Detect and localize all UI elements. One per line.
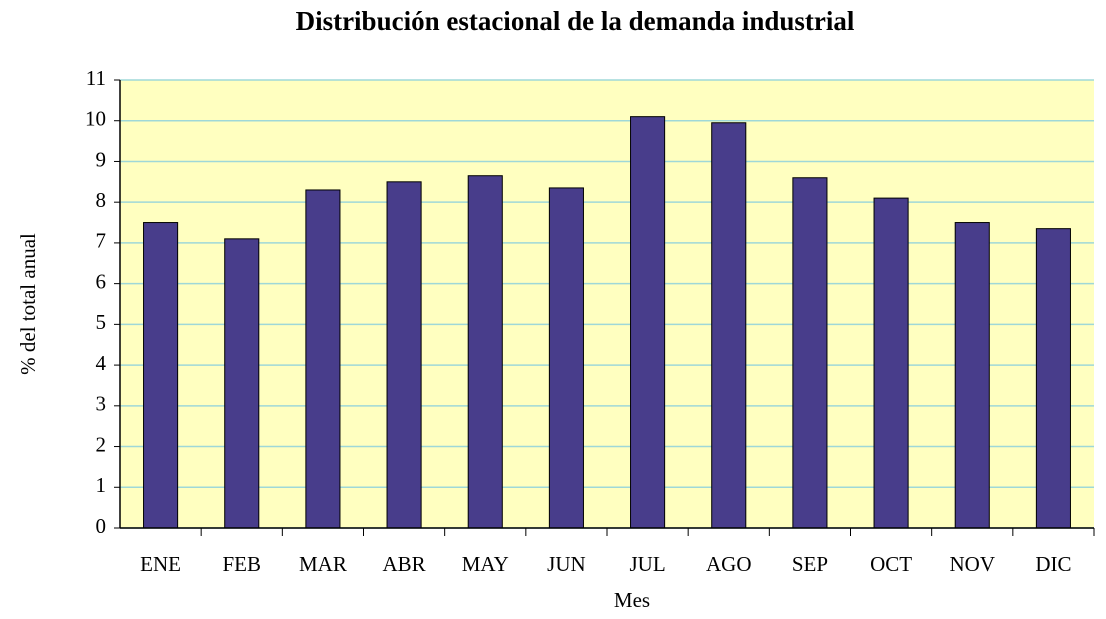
y-tick-label: 8	[96, 188, 107, 212]
x-tick-label: MAY	[462, 552, 509, 576]
y-tick-label: 11	[86, 66, 106, 90]
x-tick-label: ABR	[382, 552, 425, 576]
y-tick-label: 6	[96, 269, 107, 293]
bar	[630, 116, 666, 529]
chart-title: Distribución estacional de la demanda in…	[296, 6, 855, 36]
y-tick-label: 5	[96, 310, 107, 334]
y-tick-label: 2	[96, 432, 107, 456]
x-tick-label: ENE	[140, 552, 181, 576]
bar	[467, 175, 503, 529]
bar	[792, 177, 828, 529]
bar	[548, 187, 584, 529]
x-tick-label: MAR	[299, 552, 347, 576]
x-tick-label: AGO	[706, 552, 752, 576]
x-axis-label: Mes	[614, 588, 650, 612]
bar	[143, 222, 179, 529]
bar	[954, 222, 990, 529]
x-tick-label: DIC	[1035, 552, 1071, 576]
x-tick-label: OCT	[870, 552, 912, 576]
y-tick-label: 1	[96, 473, 107, 497]
bar	[873, 197, 909, 529]
x-tick-label: SEP	[792, 552, 828, 576]
bar	[224, 238, 260, 529]
bar	[711, 122, 747, 529]
y-axis-label: % del total anual	[16, 233, 40, 375]
y-tick-label: 4	[96, 351, 107, 375]
bar	[1035, 228, 1071, 529]
x-tick-label: FEB	[222, 552, 261, 576]
y-tick-label: 0	[96, 514, 107, 538]
plot-area	[120, 80, 1094, 528]
x-tick-label: JUL	[629, 552, 665, 576]
y-tick-label: 3	[96, 392, 107, 416]
x-tick-label: JUN	[547, 552, 586, 576]
bar	[305, 189, 341, 529]
y-tick-label: 10	[85, 107, 106, 131]
x-tick-label: NOV	[950, 552, 996, 576]
y-tick-label: 7	[96, 229, 107, 253]
bar	[386, 181, 422, 529]
y-tick-label: 9	[96, 147, 107, 171]
